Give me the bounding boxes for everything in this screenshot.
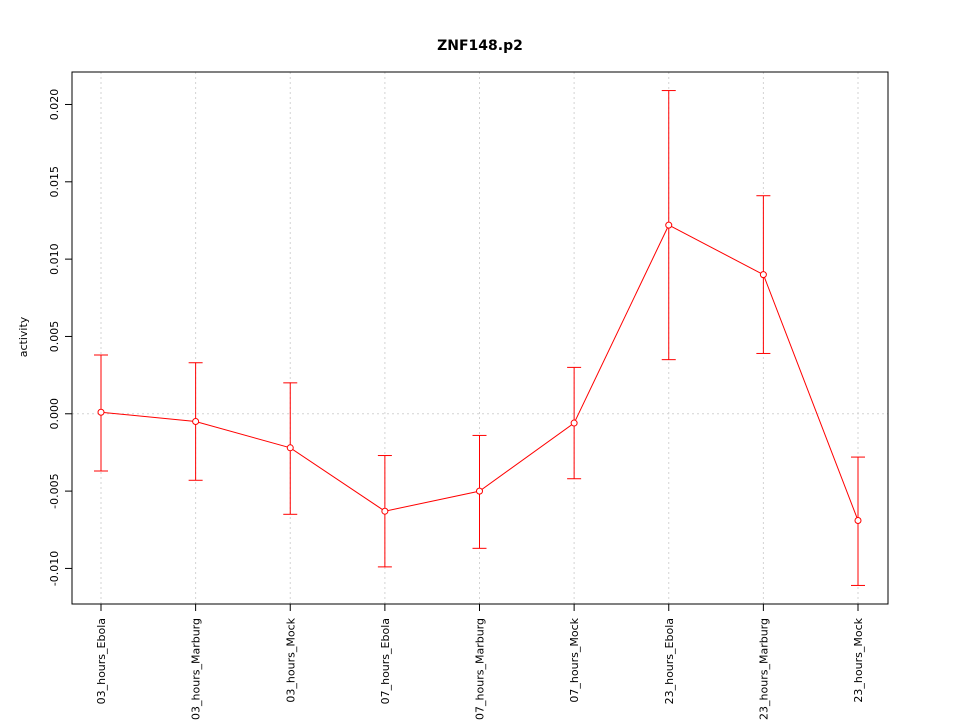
data-point xyxy=(570,419,578,427)
data-point xyxy=(854,516,862,524)
data-point xyxy=(476,487,483,495)
x-tick-label: 03_hours_Ebola xyxy=(95,618,108,704)
chart-title: ZNF148.p2 xyxy=(437,38,523,54)
data-point xyxy=(97,408,105,416)
data-point xyxy=(192,418,200,426)
y-axis-label: activity xyxy=(17,316,30,357)
x-tick-label: 03_hours_Marburg xyxy=(190,618,203,720)
y-tick-label: -0.010 xyxy=(48,551,61,586)
x-tick-label: 23_hours_Mock xyxy=(852,617,865,702)
plot-frame xyxy=(71,71,889,605)
y-tick-label: 0.010 xyxy=(48,243,61,275)
y-tick-label: -0.005 xyxy=(48,473,61,508)
x-tick-label: 03_hours_Mock xyxy=(284,617,297,702)
x-tick-label: 23_hours_Ebola xyxy=(663,618,676,704)
axes: -0.010 -0.005 0.000 0.005 0.010 0.015 0.020 03_… xyxy=(48,89,865,720)
y-tick-label: 0.005 xyxy=(48,321,61,353)
data-point xyxy=(381,507,389,515)
series xyxy=(94,90,865,586)
y-tick-label: 0.015 xyxy=(48,166,61,198)
data-point xyxy=(665,221,673,229)
data-point xyxy=(759,271,767,279)
x-tick-label: 07_hours_Marburg xyxy=(474,618,487,720)
x-tick-label: 23_hours_Marburg xyxy=(757,618,770,720)
x-tick-label: 07_hours_Ebola xyxy=(379,618,392,704)
y-tick-label: 0.020 xyxy=(48,89,61,121)
x-tick-label: 07_hours_Mock xyxy=(568,617,581,702)
data-point xyxy=(286,444,294,452)
y-tick-label: 0.000 xyxy=(48,398,61,430)
